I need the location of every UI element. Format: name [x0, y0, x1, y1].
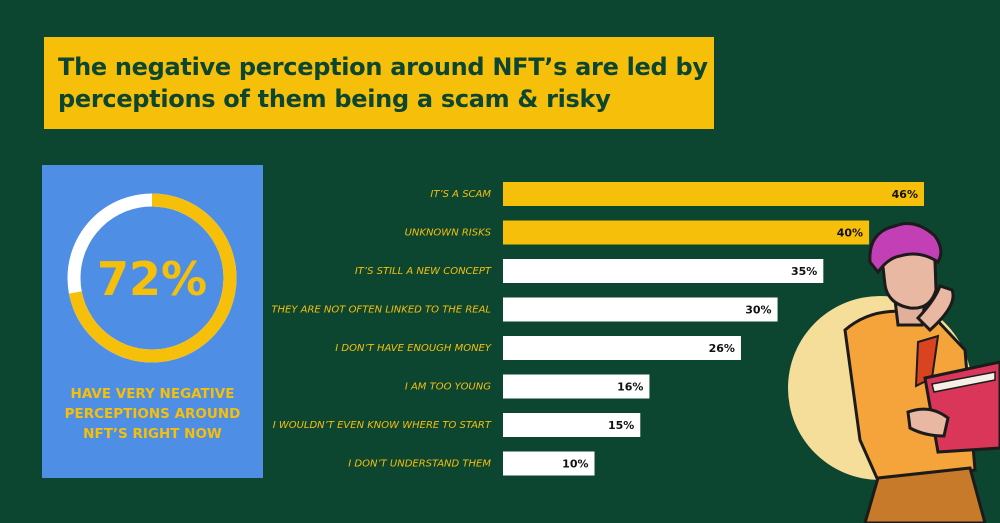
bar-8	[503, 451, 595, 476]
bar-value-label-7: 15%	[608, 419, 634, 432]
bar-category-label-3: IT’S STILL A NEW CONCEPT	[355, 266, 492, 277]
bar-category-label-5: I DON’T HAVE ENOUGH MONEY	[335, 343, 492, 354]
bar-6	[503, 374, 650, 399]
bar-category-label-2: UNKNOWN RISKS	[405, 228, 492, 239]
bar-7	[503, 413, 641, 437]
bar-category-label-8: I DON’T UNDERSTAND THEM	[348, 459, 491, 470]
figure-hand	[906, 407, 950, 438]
donut-arc	[67, 193, 237, 363]
bar-value-label-3: 35%	[791, 265, 817, 278]
donut-chart: 72%	[67, 193, 237, 363]
bar-value-label-6: 16%	[617, 381, 643, 394]
stat-caption: HAVE VERY NEGATIVE PERCEPTIONS AROUND NF…	[42, 384, 263, 444]
book-pages	[931, 371, 996, 393]
stat-card: 72% HAVE VERY NEGATIVE PERCEPTIONS AROUN…	[42, 165, 263, 478]
bar-5	[503, 336, 741, 360]
headline-banner: The negative perception around NFT’s are…	[44, 37, 714, 129]
bar-value-label-4: 30%	[745, 304, 771, 317]
bar-category-label-6: I AM TOO YOUNG	[405, 382, 491, 393]
figure-hair	[868, 222, 943, 275]
bar-value-label-8: 10%	[562, 458, 588, 471]
bar-category-label-4: THEY ARE NOT OFTEN LINKED TO THE REAL	[271, 305, 491, 316]
bar-4	[503, 297, 778, 322]
bar-category-label-7: I WOULDN’T EVEN KNOW WHERE TO START	[273, 420, 492, 431]
donut-value-label: 72%	[97, 252, 207, 306]
bar-3	[503, 259, 824, 283]
stat-caption-line-3: NFT’S RIGHT NOW	[83, 426, 222, 442]
bar-2	[503, 220, 870, 245]
bar-category-label-1: IT’S A SCAM	[430, 189, 491, 200]
bar-value-label-1: 46%	[892, 188, 918, 201]
headline-line-1: The negative perception around NFT’s are…	[58, 53, 708, 81]
bar-value-label-5: 26%	[709, 342, 735, 355]
figure-arm	[915, 284, 955, 333]
stat-caption-line-2: PERCEPTIONS AROUND	[64, 406, 241, 422]
bar-1	[503, 182, 924, 206]
figure-legs	[863, 466, 987, 523]
bar-value-label-2: 40%	[837, 227, 863, 240]
stat-caption-line-1: HAVE VERY NEGATIVE	[70, 386, 235, 402]
headline-line-2: perceptions of them being a scam & risky	[58, 85, 611, 113]
